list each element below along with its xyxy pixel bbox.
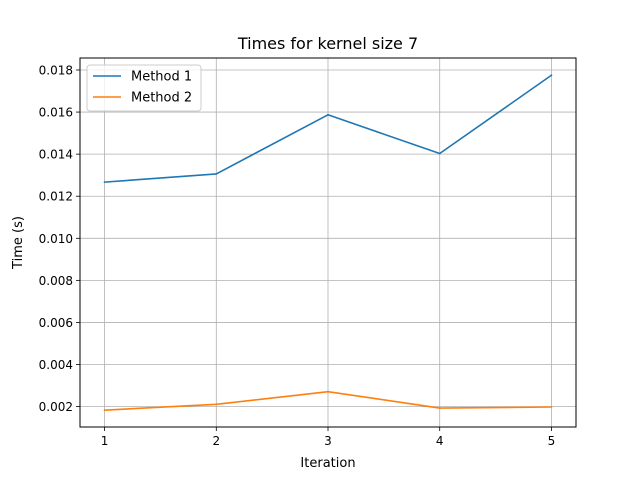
y-tick-label: 0.014	[39, 148, 73, 162]
legend: Method 1 Method 2	[86, 64, 202, 112]
y-tick-label: 0.004	[39, 358, 73, 372]
y-axis-ticks: 0.002 0.004 0.006 0.008 0.010 0.012 0.014 0.016…	[39, 63, 80, 414]
data-point	[438, 407, 441, 409]
legend-label: Method 1	[131, 70, 192, 85]
data-point	[103, 181, 106, 184]
y-tick-label: 0.012	[39, 190, 73, 204]
data-point	[438, 152, 441, 155]
data-point	[327, 113, 329, 116]
x-tick-label: 3	[324, 434, 332, 448]
y-tick-label: 0.006	[39, 316, 73, 330]
x-axis-label: Iteration	[300, 456, 355, 471]
y-tick-label: 0.018	[39, 63, 73, 77]
x-tick-label: 5	[548, 434, 556, 448]
x-tick-label: 4	[436, 434, 444, 448]
data-point	[327, 390, 329, 393]
x-tick-label: 2	[212, 434, 220, 448]
y-tick-label: 0.016	[39, 106, 73, 120]
series-layer	[103, 74, 553, 412]
y-tick-label: 0.010	[39, 232, 73, 246]
data-point	[215, 403, 218, 406]
x-tick-label: 1	[101, 434, 109, 448]
grid	[80, 58, 576, 427]
y-tick-label: 0.002	[39, 400, 73, 414]
legend-label: Method 2	[131, 91, 192, 106]
x-axis-ticks: 1 2 3 4 5	[101, 427, 555, 448]
chart-title: Times for kernel size 7	[237, 34, 418, 53]
data-point	[550, 74, 553, 77]
data-point	[103, 409, 106, 412]
y-tick-label: 0.008	[39, 274, 73, 288]
y-axis-label: Time (s)	[11, 216, 26, 270]
data-point	[550, 406, 553, 408]
data-point	[215, 173, 218, 175]
